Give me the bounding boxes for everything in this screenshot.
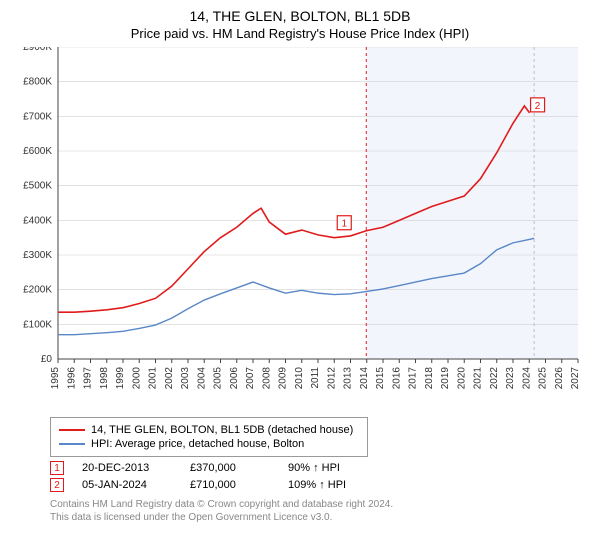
sale-pct: 109% ↑ HPI [288, 479, 346, 491]
sales-table: 1 20-DEC-2013 £370,000 90% ↑ HPI 2 05-JA… [50, 461, 590, 492]
svg-text:2024: 2024 [521, 367, 532, 390]
svg-text:1: 1 [341, 219, 347, 230]
sale-price: £710,000 [190, 479, 270, 491]
legend-row: HPI: Average price, detached house, Bolt… [59, 438, 359, 450]
sales-row: 2 05-JAN-2024 £710,000 109% ↑ HPI [50, 478, 590, 492]
svg-text:2020: 2020 [456, 367, 467, 390]
svg-text:2026: 2026 [554, 367, 565, 390]
legend-row: 14, THE GLEN, BOLTON, BL1 5DB (detached … [59, 424, 359, 436]
legend-label: HPI: Average price, detached house, Bolt… [91, 438, 304, 450]
svg-text:£900K: £900K [23, 47, 52, 53]
svg-text:1996: 1996 [66, 367, 77, 390]
chart: £0 £100K £200K £300K £400K £500K £600K £700K £80… [10, 47, 590, 411]
svg-text:2013: 2013 [343, 367, 354, 390]
svg-text:2017: 2017 [408, 367, 419, 390]
svg-text:£300K: £300K [23, 250, 52, 261]
svg-text:1998: 1998 [99, 367, 110, 390]
svg-text:2000: 2000 [131, 367, 142, 390]
svg-text:2: 2 [535, 101, 541, 112]
svg-text:£100K: £100K [23, 319, 52, 330]
svg-text:2014: 2014 [359, 367, 370, 390]
svg-text:2003: 2003 [180, 367, 191, 390]
svg-text:2023: 2023 [505, 367, 516, 390]
svg-text:2001: 2001 [148, 367, 159, 390]
svg-text:2025: 2025 [538, 367, 549, 390]
svg-text:2004: 2004 [196, 367, 207, 390]
marker-icon: 1 [50, 461, 64, 475]
svg-text:1997: 1997 [83, 367, 94, 390]
svg-text:2018: 2018 [424, 367, 435, 390]
svg-text:2019: 2019 [440, 367, 451, 390]
page-title: 14, THE GLEN, BOLTON, BL1 5DB [10, 8, 590, 24]
svg-text:2006: 2006 [229, 367, 240, 390]
legend-swatch-hpi [59, 443, 85, 445]
svg-text:£200K: £200K [23, 285, 52, 296]
svg-text:2011: 2011 [310, 367, 321, 389]
legend-swatch-subject [59, 429, 85, 431]
svg-text:£500K: £500K [23, 181, 52, 192]
sale-pct: 90% ↑ HPI [288, 462, 340, 474]
footer-line: Contains HM Land Registry data © Crown c… [50, 498, 590, 511]
sales-row: 1 20-DEC-2013 £370,000 90% ↑ HPI [50, 461, 590, 475]
svg-text:2021: 2021 [473, 367, 484, 390]
svg-text:£700K: £700K [23, 111, 52, 122]
footer-line: This data is licensed under the Open Gov… [50, 511, 590, 524]
page-subtitle: Price paid vs. HM Land Registry's House … [10, 26, 590, 41]
svg-text:2010: 2010 [294, 367, 305, 390]
sale-date: 20-DEC-2013 [82, 462, 172, 474]
svg-text:2012: 2012 [326, 367, 337, 390]
sale-date: 05-JAN-2024 [82, 479, 172, 491]
svg-text:2027: 2027 [570, 367, 581, 390]
svg-text:2005: 2005 [213, 367, 224, 390]
svg-text:2008: 2008 [261, 367, 272, 390]
svg-text:1999: 1999 [115, 367, 126, 390]
legend-label: 14, THE GLEN, BOLTON, BL1 5DB (detached … [91, 424, 353, 436]
svg-text:£800K: £800K [23, 77, 52, 88]
sale-price: £370,000 [190, 462, 270, 474]
svg-text:£400K: £400K [23, 215, 52, 226]
svg-text:2022: 2022 [489, 367, 500, 390]
chart-svg: £0 £100K £200K £300K £400K £500K £600K £700K £80… [10, 47, 590, 411]
svg-text:£0: £0 [41, 354, 53, 365]
svg-text:2009: 2009 [278, 367, 289, 390]
svg-text:2016: 2016 [391, 367, 402, 390]
legend: 14, THE GLEN, BOLTON, BL1 5DB (detached … [50, 417, 368, 457]
svg-text:1995: 1995 [50, 367, 61, 390]
svg-text:2015: 2015 [375, 367, 386, 390]
svg-text:2002: 2002 [164, 367, 175, 390]
marker-icon: 2 [50, 478, 64, 492]
footer: Contains HM Land Registry data © Crown c… [50, 498, 590, 524]
svg-text:£600K: £600K [23, 146, 52, 157]
svg-text:2007: 2007 [245, 367, 256, 390]
